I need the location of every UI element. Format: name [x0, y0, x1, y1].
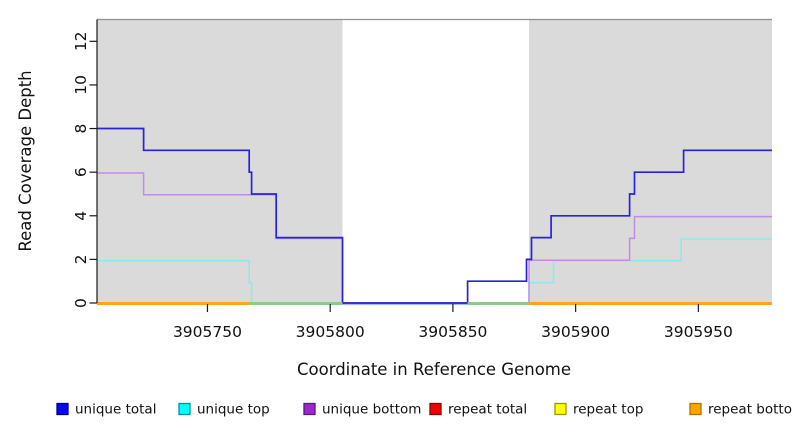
- series-unique-total: [97, 127, 772, 304]
- legend-item-repeat-total: repeat total: [429, 402, 527, 418]
- legend-swatch-unique-total: [56, 402, 69, 416]
- y-tick-label: 10: [72, 75, 90, 95]
- legend-swatch-repeat-bottom: [689, 402, 702, 416]
- x-tick-label: 3905800: [296, 323, 365, 341]
- legend-swatch-unique-bottom: [303, 402, 316, 416]
- legend-item-unique-total: unique total: [56, 402, 156, 418]
- y-tick-label: 4: [72, 211, 90, 221]
- x-tick-label: 3905750: [173, 323, 242, 341]
- x-axis-label: Coordinate in Reference Genome: [297, 360, 571, 379]
- legend-label: repeat total: [448, 402, 527, 418]
- y-axis-label: Read Coverage Depth: [16, 70, 35, 251]
- legend-item-repeat-bottom: repeat bottom: [689, 402, 792, 418]
- legend-label: repeat top: [573, 402, 643, 418]
- legend-item-unique-bottom: unique bottom: [303, 402, 421, 418]
- legend-item-unique-top: unique top: [178, 402, 270, 418]
- y-tick-label: 2: [72, 254, 90, 264]
- x-tick-label: 3905850: [418, 323, 487, 341]
- legend-label: unique top: [197, 402, 270, 418]
- legend: unique total unique top unique bottom repea…: [56, 402, 792, 418]
- legend-swatch-repeat-top: [554, 402, 567, 416]
- legend-label: repeat bottom: [708, 402, 792, 418]
- y-tick-label: 6: [72, 167, 90, 177]
- x-tick-label: 3905900: [541, 323, 610, 341]
- legend-item-repeat-top: repeat top: [554, 402, 643, 418]
- left-gray-region: [97, 19, 343, 304]
- right-gray-region: [529, 19, 772, 304]
- y-tick-label: 12: [72, 31, 90, 51]
- x-tick-label: 3905950: [664, 323, 733, 341]
- y-tick-label: 8: [72, 124, 90, 134]
- y-tick-label: 0: [72, 298, 90, 308]
- legend-swatch-repeat-total: [429, 402, 442, 416]
- legend-label: unique total: [75, 402, 156, 418]
- plot-layer: 0 2 4 6 8 10 12 3905750 3905800 3905850 3905900 390…: [72, 18, 772, 341]
- legend-label: unique bottom: [322, 402, 421, 418]
- legend-swatch-unique-top: [178, 402, 191, 416]
